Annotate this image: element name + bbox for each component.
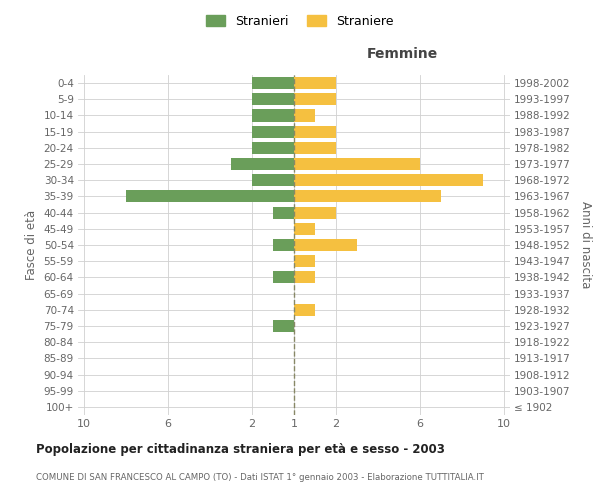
Bar xyxy=(126,190,294,202)
Text: Femmine: Femmine xyxy=(367,48,437,62)
Bar xyxy=(252,93,294,106)
Text: Popolazione per cittadinanza straniera per età e sesso - 2003: Popolazione per cittadinanza straniera p… xyxy=(36,442,445,456)
Bar xyxy=(294,239,357,251)
Bar xyxy=(252,174,294,186)
Bar xyxy=(294,158,420,170)
Bar xyxy=(273,239,294,251)
Bar xyxy=(294,190,441,202)
Bar xyxy=(294,304,315,316)
Bar xyxy=(252,126,294,138)
Bar xyxy=(252,77,294,89)
Y-axis label: Anni di nascita: Anni di nascita xyxy=(579,202,592,288)
Bar xyxy=(294,93,336,106)
Bar xyxy=(252,110,294,122)
Bar xyxy=(273,320,294,332)
Bar xyxy=(294,126,336,138)
Bar xyxy=(294,174,483,186)
Bar xyxy=(294,77,336,89)
Bar xyxy=(294,206,336,218)
Bar xyxy=(252,142,294,154)
Legend: Stranieri, Straniere: Stranieri, Straniere xyxy=(203,11,397,32)
Bar xyxy=(294,222,315,235)
Bar xyxy=(294,142,336,154)
Text: COMUNE DI SAN FRANCESCO AL CAMPO (TO) - Dati ISTAT 1° gennaio 2003 - Elaborazion: COMUNE DI SAN FRANCESCO AL CAMPO (TO) - … xyxy=(36,473,484,482)
Bar xyxy=(294,255,315,268)
Bar xyxy=(273,206,294,218)
Bar xyxy=(294,110,315,122)
Bar xyxy=(231,158,294,170)
Bar xyxy=(294,272,315,283)
Bar xyxy=(273,272,294,283)
Y-axis label: Fasce di età: Fasce di età xyxy=(25,210,38,280)
